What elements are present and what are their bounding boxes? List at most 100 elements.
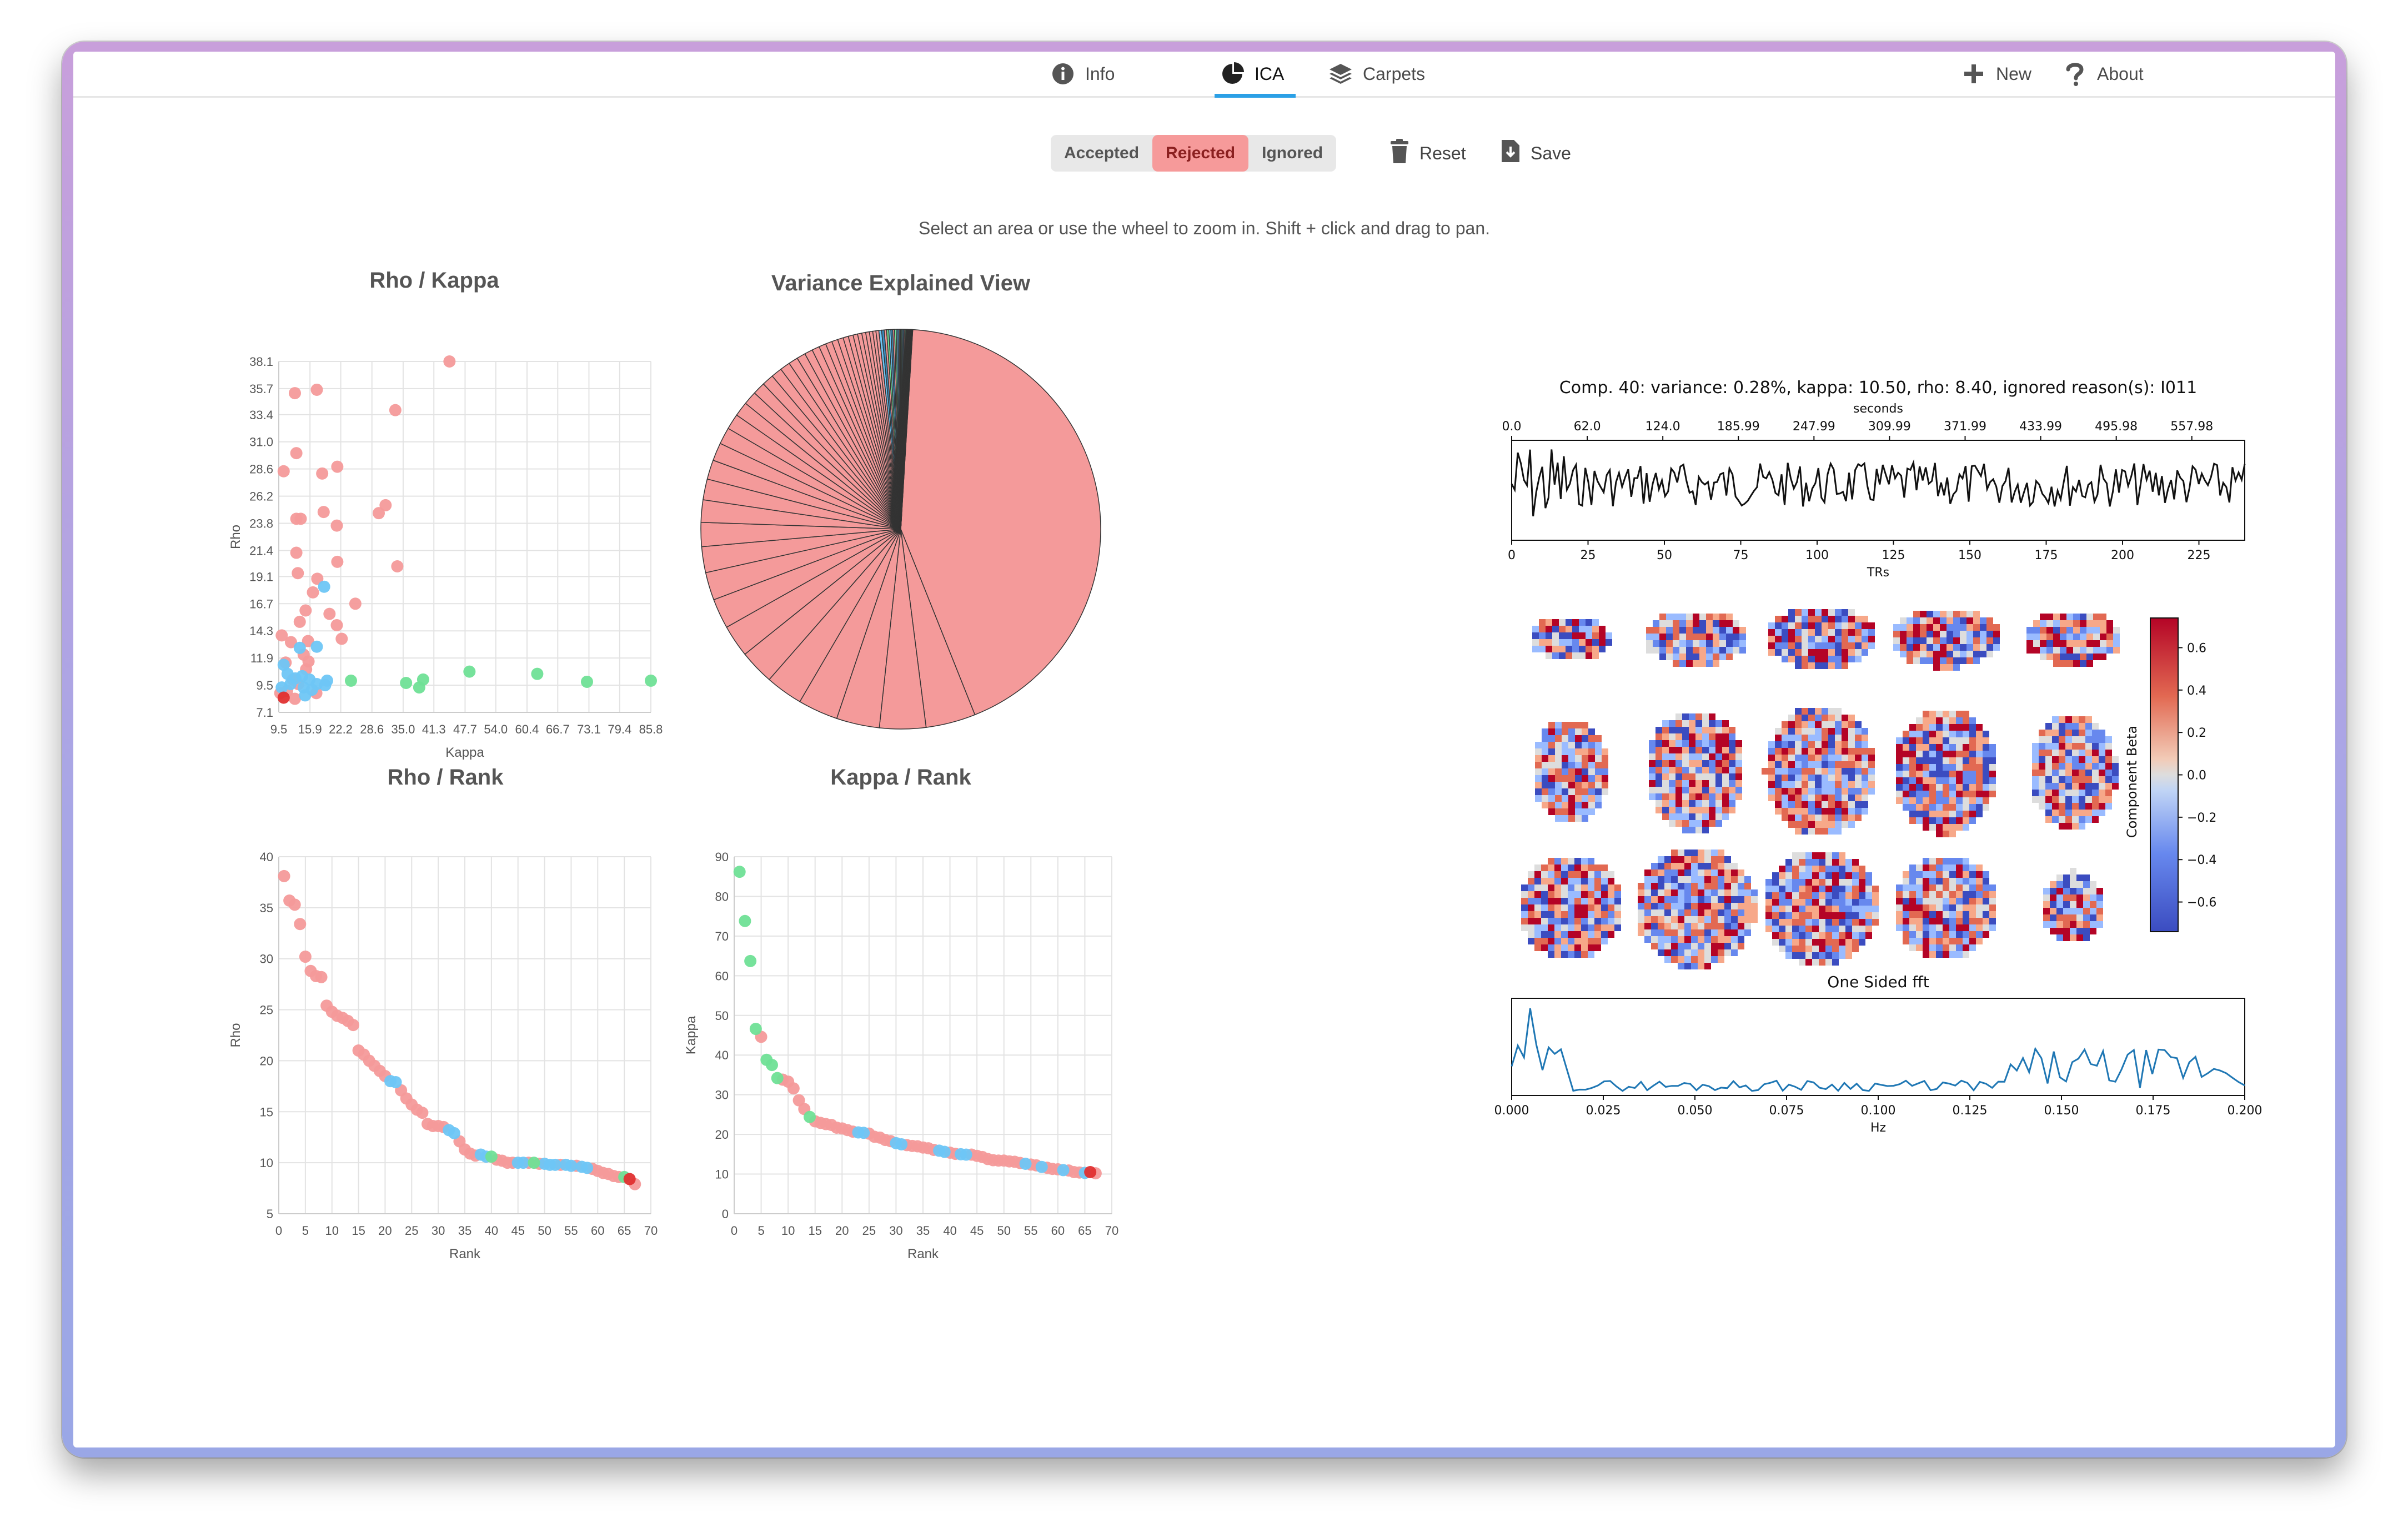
- brain-voxel: [1903, 884, 1909, 891]
- brain-voxel: [1534, 911, 1541, 918]
- brain-voxel: [1602, 748, 1608, 755]
- brain-voxel: [1923, 884, 1929, 891]
- brain-voxel: [1779, 886, 1785, 892]
- brain-voxel: [1729, 800, 1735, 807]
- brain-voxel: [1722, 733, 1729, 740]
- brain-voxel: [1711, 949, 1718, 956]
- brain-voxel: [1848, 728, 1855, 735]
- brain-voxel: [2059, 756, 2065, 763]
- brain-voxel: [1949, 797, 1956, 804]
- brain-voxel: [2046, 647, 2053, 654]
- tab-info[interactable]: Info: [1051, 52, 1115, 96]
- brain-voxel: [1989, 751, 1996, 757]
- brain-voxel: [1684, 856, 1691, 863]
- brain-voxel: [2052, 790, 2059, 796]
- tab-ica[interactable]: ICA: [1220, 52, 1284, 96]
- brain-voxel: [1839, 919, 1845, 926]
- brain-voxel: [1658, 916, 1664, 923]
- reset-button[interactable]: Reset: [1389, 135, 1466, 172]
- brain-voxel: [1852, 939, 1859, 946]
- brain-voxel: [1953, 644, 1960, 651]
- brain-voxel: [1839, 932, 1845, 939]
- brain-voxel: [1868, 775, 1875, 781]
- brain-voxel: [1682, 813, 1689, 820]
- rejected-point: [278, 869, 290, 882]
- brain-voxel: [2066, 640, 2073, 647]
- tab-carpets[interactable]: Carpets: [1328, 52, 1425, 96]
- brain-voxel: [1909, 791, 1916, 797]
- brain-voxel: [1575, 735, 1582, 742]
- brain-voxel: [1848, 795, 1855, 801]
- brain-voxel: [1936, 751, 1943, 757]
- brain-voxel: [2066, 620, 2073, 627]
- brain-voxel: [1574, 911, 1581, 918]
- rejected-button[interactable]: Rejected: [1152, 135, 1249, 172]
- brain-voxel: [1929, 924, 1936, 931]
- rho-kappa-chart[interactable]: 9.5 15.9 22.2 28.6 35.0 41.3 47.7 54.0 60.4 66.7 7…: [195, 301, 684, 773]
- brain-voxel: [1815, 755, 1822, 761]
- brain-voxel: [1706, 640, 1713, 647]
- brain-voxel: [1956, 764, 1963, 771]
- kappa-rank-chart[interactable]: 0 5 10 15 20 25 30 35 40 45 50 55 60 65 70908070605040…: [656, 796, 1145, 1273]
- brain-voxel: [1969, 918, 1976, 924]
- brain-voxel: [1729, 760, 1735, 767]
- brain-voxel: [2046, 627, 2053, 634]
- brain-voxel: [1684, 863, 1691, 869]
- brain-voxel: [1909, 784, 1916, 791]
- brain-voxel: [2065, 756, 2072, 763]
- x-tick-label: 45: [511, 1224, 524, 1238]
- rho-rank-chart[interactable]: 0 5 10 15 20 25 30 35 40 45 50 55 60 65 70403530252015…: [195, 796, 684, 1273]
- brain-voxel: [1722, 793, 1729, 800]
- brain-voxel: [1916, 777, 1923, 784]
- brain-voxel: [1929, 777, 1936, 784]
- brain-voxel: [1601, 884, 1608, 891]
- brain-voxel: [1735, 773, 1742, 780]
- brain-voxel: [1835, 715, 1842, 721]
- brain-voxel: [1709, 740, 1715, 747]
- brain-voxel: [2050, 928, 2056, 934]
- brain-voxel: [1768, 795, 1775, 801]
- ignored-button[interactable]: Ignored: [1262, 144, 1323, 162]
- brain-voxel: [1802, 781, 1808, 788]
- variance-pie-chart[interactable]: [673, 307, 1117, 773]
- brain-voxel: [1865, 919, 1872, 926]
- brain-voxel: [2043, 914, 2050, 921]
- brain-voxel: [1956, 751, 1963, 757]
- about-button[interactable]: About: [2063, 52, 2144, 96]
- brain-voxel: [1896, 904, 1903, 911]
- brain-voxel: [1936, 717, 1943, 724]
- brain-voxel: [1559, 626, 1566, 632]
- brain-voxel: [1916, 724, 1923, 731]
- x-tick-label: 0: [275, 1224, 282, 1238]
- brain-voxel: [2085, 756, 2092, 763]
- save-button[interactable]: Save: [1501, 135, 1571, 172]
- brain-voxel: [1653, 620, 1659, 627]
- brain-voxel: [1976, 938, 1983, 944]
- brain-voxel: [1969, 804, 1976, 811]
- accepted-button[interactable]: Accepted: [1064, 144, 1140, 162]
- brain-voxel: [1731, 916, 1738, 923]
- brain-voxel: [1936, 878, 1943, 884]
- y-tick-label: 50: [715, 1009, 729, 1023]
- brain-voxel: [1575, 762, 1582, 768]
- brain-voxel: [1936, 744, 1943, 751]
- ignored-point: [565, 1159, 578, 1172]
- new-button[interactable]: New: [1961, 52, 2031, 96]
- brain-voxel: [1554, 878, 1561, 884]
- top-tick-label: 557.98: [2170, 420, 2213, 434]
- brain-voxel: [1644, 929, 1651, 936]
- brain-voxel: [1735, 793, 1742, 800]
- brain-voxel: [1792, 926, 1799, 932]
- brain-voxel: [1896, 784, 1903, 791]
- brain-voxel: [1848, 616, 1855, 622]
- brain-voxel: [1678, 896, 1684, 903]
- brain-voxel: [1792, 939, 1799, 946]
- brain-voxel: [2112, 770, 2119, 776]
- brain-voxel: [1702, 793, 1709, 800]
- brain-voxel: [1920, 644, 1927, 651]
- brain-voxel: [1689, 727, 1695, 733]
- brain-voxel: [1722, 753, 1729, 760]
- brain-voxel: [2053, 654, 2060, 660]
- brain-voxel: [1842, 629, 1848, 636]
- brain-voxel: [1548, 871, 1554, 878]
